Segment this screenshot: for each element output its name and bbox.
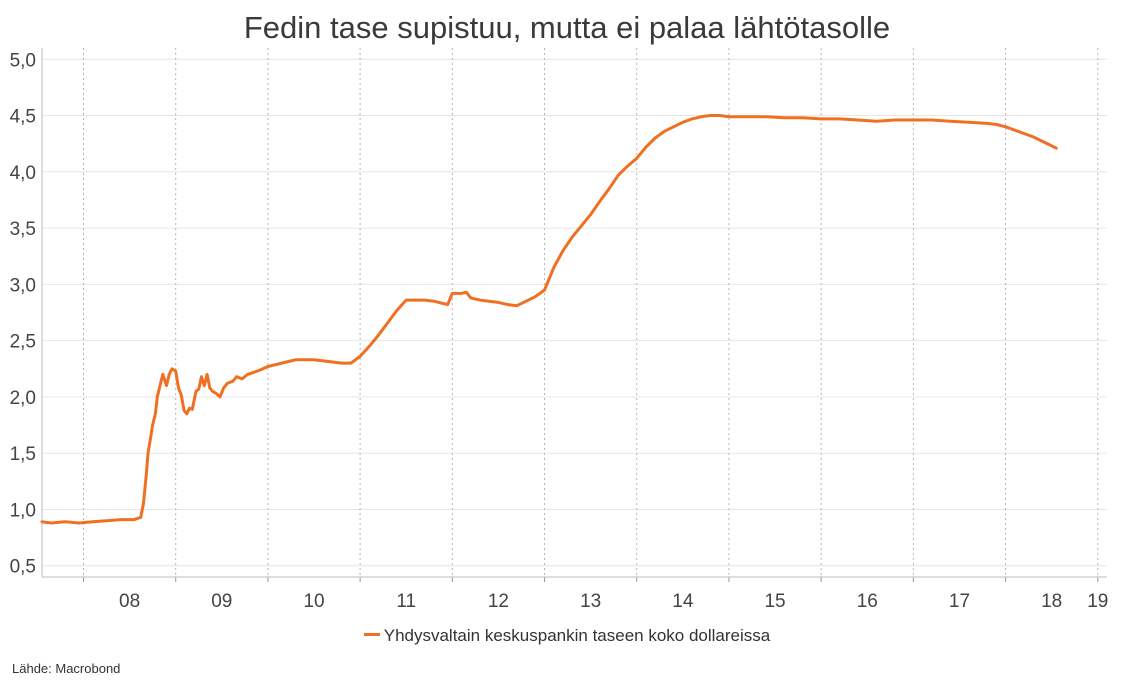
x-tick-label: 08: [119, 591, 140, 612]
y-tick-label: 2,0: [10, 388, 36, 409]
y-tick-label: 1,5: [10, 444, 36, 465]
x-tick-label: 09: [211, 591, 232, 612]
y-axis-ticks: 0,5 1,0 1,5 2,0 2,5 3,0 3,5 4,0 4,5 5,0: [10, 50, 36, 577]
legend-label: Yhdysvaltain keskuspankin taseen koko do…: [383, 626, 771, 645]
x-tick-label: 19: [1087, 591, 1108, 612]
y-tick-label: 5,0: [10, 50, 36, 71]
x-tick-label: 13: [580, 591, 601, 612]
x-tick-label: 15: [764, 591, 785, 612]
y-tick-label: 4,5: [10, 107, 36, 128]
x-tick-label: 18: [1041, 591, 1062, 612]
x-tick-label: 12: [488, 591, 509, 612]
x-axis-ticks: 08 09 10 11 12 13 14 15 16 17 18 19: [119, 591, 1108, 612]
x-tick-label: 11: [396, 591, 416, 612]
x-tick-label: 16: [857, 591, 878, 612]
y-tick-label: 2,5: [10, 332, 36, 353]
series-line: [40, 114, 1058, 525]
legend-swatch: [363, 633, 380, 637]
source-note: Lähde: Macrobond: [12, 661, 121, 676]
y-tick-label: 4,0: [10, 163, 36, 184]
x-tick-label: 14: [672, 591, 694, 612]
horizontal-gridlines: [42, 58, 1107, 567]
y-tick-label: 3,0: [10, 275, 36, 296]
y-tick-label: 1,0: [10, 500, 36, 521]
chart-axes: [41, 48, 1107, 578]
vertical-gridlines: [82, 48, 1099, 582]
y-tick-label: 0,5: [10, 557, 36, 578]
x-tick-label: 10: [303, 591, 324, 612]
y-tick-label: 3,5: [10, 219, 36, 240]
legend: Yhdysvaltain keskuspankin taseen koko do…: [0, 626, 1134, 646]
chart-title: Fedin tase supistuu, mutta ei palaa läht…: [243, 10, 891, 45]
series-layer: [40, 114, 1058, 525]
x-tick-label: 17: [949, 591, 970, 612]
